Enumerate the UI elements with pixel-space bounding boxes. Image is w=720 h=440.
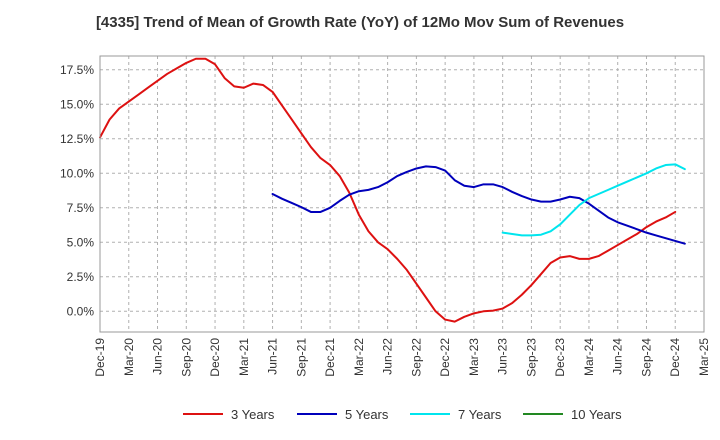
legend-label: 5 Years xyxy=(345,407,389,422)
x-tick-label: Mar-20 xyxy=(122,338,136,376)
y-tick-label: 17.5% xyxy=(60,63,94,77)
x-tick-label: Sep-21 xyxy=(294,338,308,377)
x-tick-label: Dec-23 xyxy=(553,338,567,377)
x-tick-label: Jun-24 xyxy=(611,338,625,375)
y-tick-label: 2.5% xyxy=(67,270,95,284)
y-tick-label: 12.5% xyxy=(60,132,94,146)
y-tick-label: 7.5% xyxy=(67,201,95,215)
x-tick-label: Dec-20 xyxy=(208,338,222,377)
y-tick-label: 10.0% xyxy=(60,166,94,180)
series-line-7-years xyxy=(501,163,686,237)
x-tick-label: Jun-23 xyxy=(496,338,510,375)
x-tick-label: Sep-24 xyxy=(639,338,653,377)
axis-layer: 0.0% 2.5% 5.0% 7.5% 10.0% 12.5% 15.0% 17.5% Dec-… xyxy=(60,63,711,377)
y-tick-label: 0.0% xyxy=(67,304,95,318)
series-line-5-years xyxy=(271,165,686,245)
x-tick-label: Jun-20 xyxy=(151,338,165,375)
series-line-3-years xyxy=(99,57,677,323)
x-tick-label: Dec-24 xyxy=(668,338,682,377)
x-tick-label: Mar-21 xyxy=(237,338,251,376)
x-tick-label: Dec-19 xyxy=(93,338,107,377)
x-tick-label: Sep-22 xyxy=(409,338,423,377)
legend: 3 Years 5 Years 7 Years 10 Years xyxy=(183,407,622,422)
grid-layer xyxy=(99,56,705,332)
legend-label: 3 Years xyxy=(231,407,275,422)
legend-label: 10 Years xyxy=(571,407,622,422)
x-tick-label: Dec-21 xyxy=(323,338,337,377)
x-tick-label: Mar-23 xyxy=(467,338,481,376)
chart-title: [4335] Trend of Mean of Growth Rate (YoY… xyxy=(96,14,624,31)
x-tick-label: Sep-23 xyxy=(524,338,538,377)
x-tick-label: Jun-21 xyxy=(266,338,280,375)
y-tick-label: 15.0% xyxy=(60,97,94,111)
x-tick-label: Mar-25 xyxy=(697,338,711,376)
series-layer xyxy=(99,57,686,323)
x-tick-label: Mar-22 xyxy=(352,338,366,376)
x-tick-label: Jun-22 xyxy=(381,338,395,375)
y-tick-label: 5.0% xyxy=(67,235,95,249)
legend-label: 7 Years xyxy=(458,407,502,422)
x-tick-label: Dec-22 xyxy=(438,338,452,377)
x-tick-label: Mar-24 xyxy=(582,338,596,376)
x-tick-label: Sep-20 xyxy=(179,338,193,377)
plot-frame xyxy=(99,55,705,333)
